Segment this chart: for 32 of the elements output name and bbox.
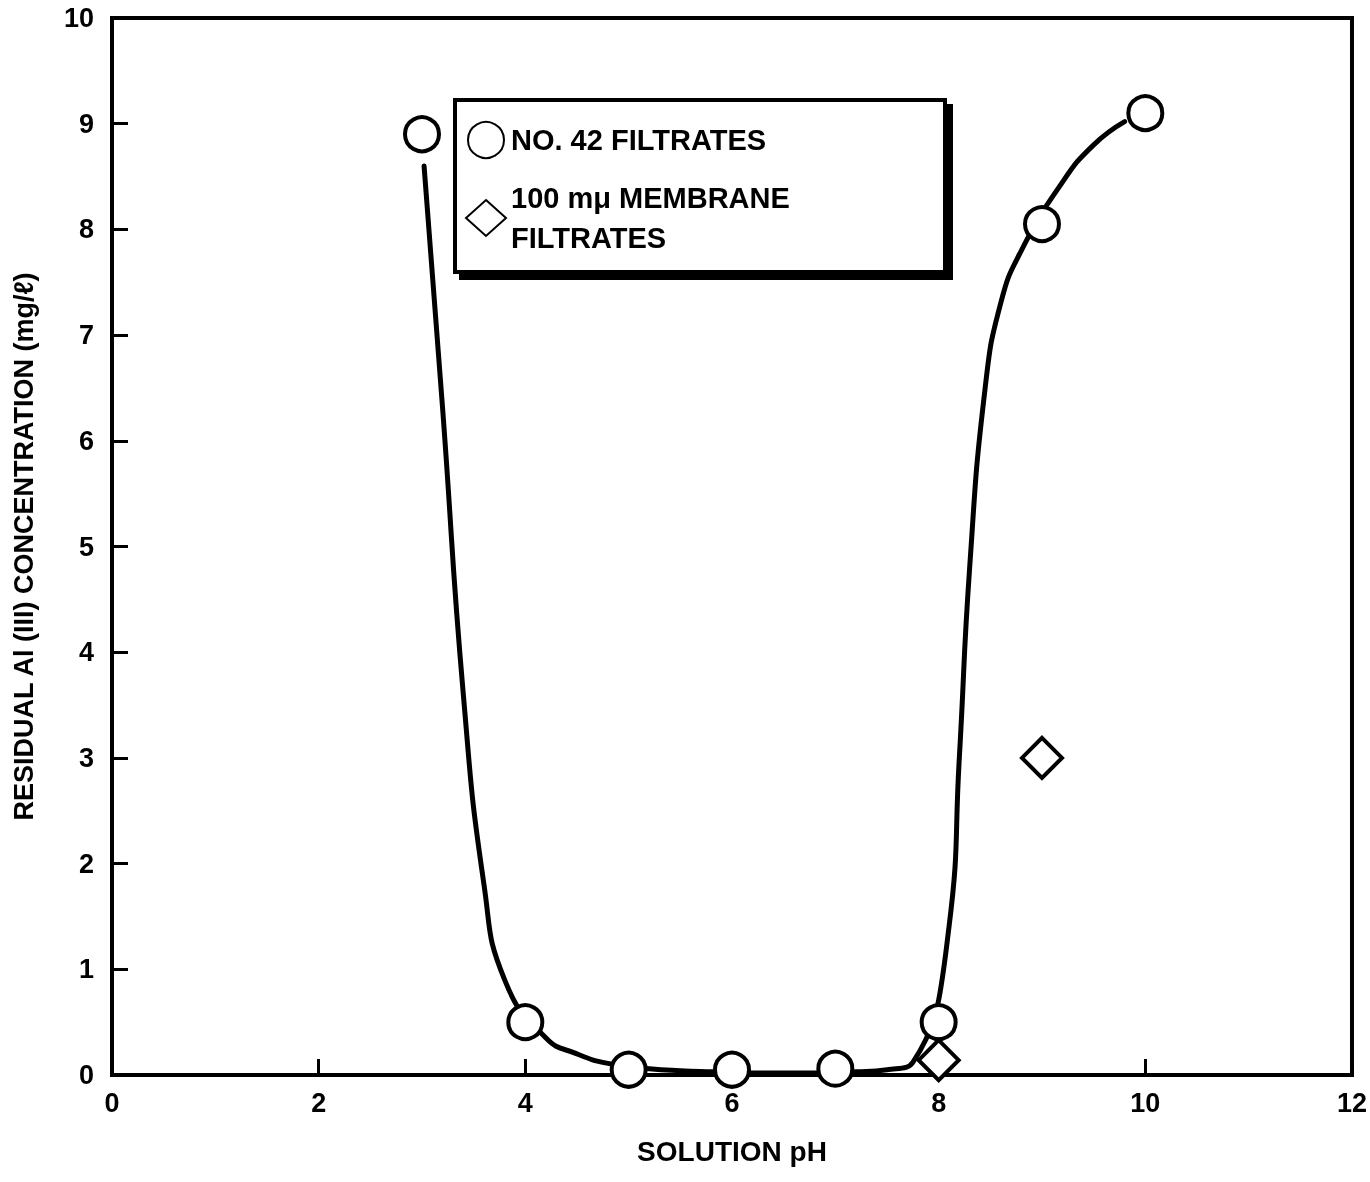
y-tick-label: 6 — [78, 425, 94, 456]
point — [403, 115, 441, 154]
x-tick-label: 12 — [1336, 1087, 1368, 1118]
y-tick-label: 0 — [78, 1060, 94, 1090]
y-tick-label: 10 — [63, 3, 94, 33]
y-tick-label: 1 — [78, 954, 94, 985]
x-tick-label: 10 — [1130, 1087, 1161, 1118]
legend-label: NO. 42 FILTRATES — [511, 124, 767, 156]
point — [816, 1049, 855, 1088]
y-tick-label: 8 — [78, 214, 94, 245]
point — [713, 1050, 751, 1089]
y-tick-label: 3 — [78, 742, 94, 773]
x-tick-label: 6 — [724, 1087, 740, 1118]
x-tick-label: 4 — [517, 1087, 533, 1118]
legend-label: 100 mμ MEMBRANE FILTRATES — [511, 182, 798, 254]
point — [1019, 735, 1064, 780]
y-tick-label: 9 — [78, 108, 94, 139]
y-tick-label: 2 — [78, 848, 94, 879]
point — [1023, 205, 1061, 244]
point — [916, 1038, 961, 1083]
point — [1126, 94, 1165, 133]
y-tick-label: 7 — [78, 320, 94, 351]
x-axis-title: SOLUTION pH — [637, 1135, 827, 1167]
x-tick-label: 8 — [931, 1087, 947, 1118]
y-axis-title: RESIDUAL Al (III) CONCENTRATION (mg/ℓ) — [8, 272, 39, 821]
x-tick-label: 2 — [311, 1087, 327, 1118]
y-tick-label: 5 — [78, 531, 94, 562]
x-tick-label: 0 — [104, 1087, 120, 1118]
point — [919, 1003, 958, 1042]
point — [506, 1003, 545, 1042]
y-tick-label: 4 — [78, 637, 94, 668]
point — [609, 1050, 648, 1089]
